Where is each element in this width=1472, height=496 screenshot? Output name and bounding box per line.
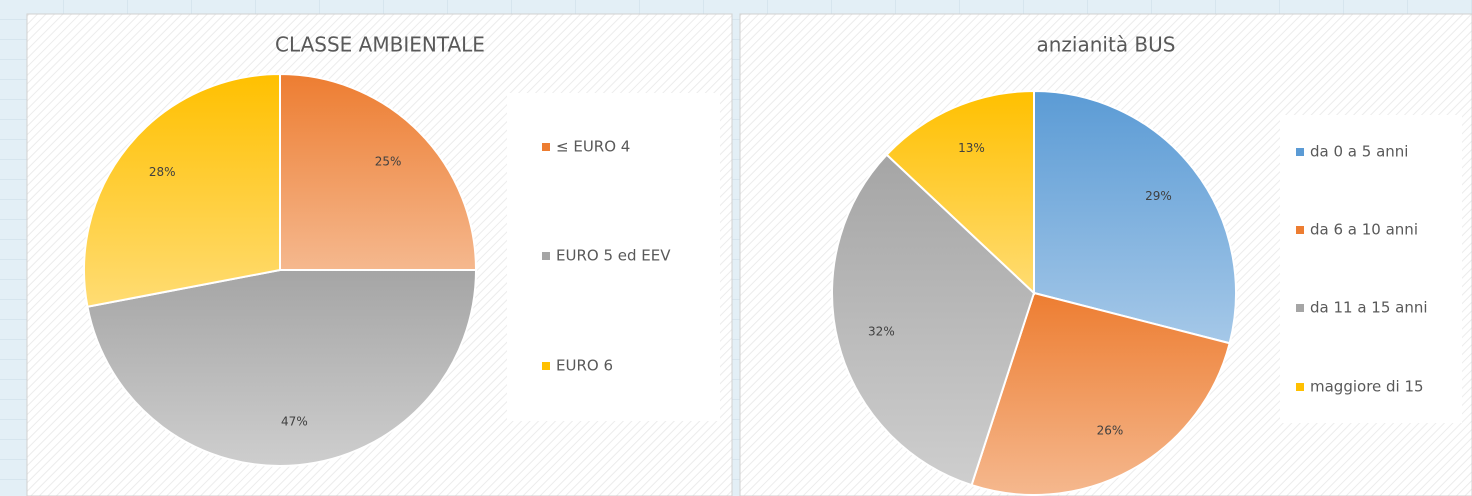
pie-slice [279,72,478,271]
chart-title: anzianità BUS [1037,33,1176,57]
legend-box [1280,115,1462,423]
pie-slice [86,269,478,467]
legend-label: da 11 a 15 anni [1310,299,1428,317]
value-label: 25% [375,154,402,168]
value-label: 26% [1097,424,1124,438]
pie-slice [83,72,281,308]
pie-slice [885,89,1035,296]
legend-label: da 0 a 5 anni [1310,143,1408,161]
legend-swatch [1296,226,1304,234]
legend-swatch [542,143,550,151]
legend-swatch [542,252,550,260]
pie-slice [831,153,1036,487]
legend-label: EURO 6 [556,357,613,375]
value-label: 28% [149,165,176,179]
value-label: 47% [281,415,308,429]
legend-swatch [1296,304,1304,312]
legend-label: ≤ EURO 4 [556,138,630,156]
legend-label: da 6 a 10 anni [1310,221,1418,239]
pie-slice [970,291,1231,496]
value-label: 13% [958,141,985,155]
legend-label: maggiore di 15 [1310,378,1424,396]
legend-label: EURO 5 ed EEV [556,247,671,265]
legend-swatch [542,362,550,370]
legend-swatch [1296,148,1304,156]
value-label: 29% [1145,189,1172,203]
chart-title: CLASSE AMBIENTALE [275,33,485,57]
value-label: 32% [868,325,895,339]
pie-slice [1033,89,1237,345]
legend-swatch [1296,383,1304,391]
